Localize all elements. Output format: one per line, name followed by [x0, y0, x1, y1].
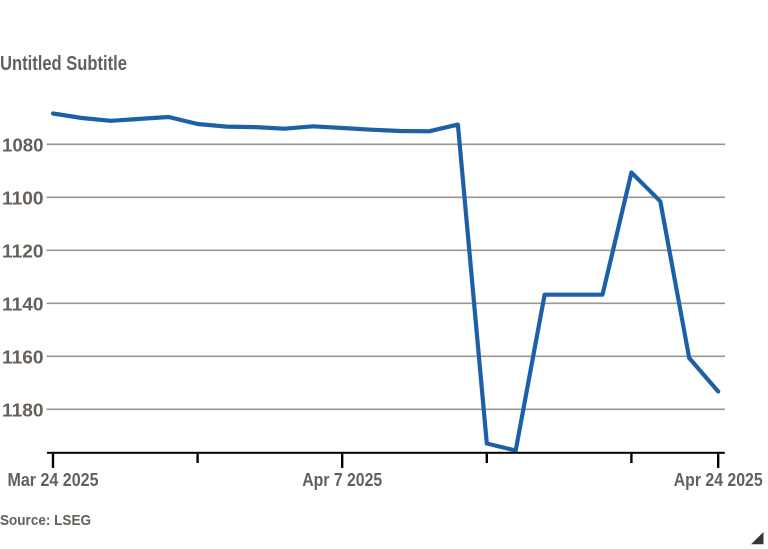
svg-text:Apr 7 2025: Apr 7 2025: [302, 470, 382, 490]
svg-text:Source: LSEG: Source: LSEG: [0, 512, 91, 529]
svg-text:Mar 24 2025: Mar 24 2025: [8, 470, 99, 490]
svg-text:Apr 24 2025: Apr 24 2025: [674, 470, 763, 490]
svg-text:1100: 1100: [2, 189, 44, 209]
svg-text:1080: 1080: [2, 136, 44, 156]
svg-text:1140: 1140: [2, 295, 44, 315]
svg-text:Untitled Subtitle: Untitled Subtitle: [0, 53, 127, 75]
svg-text:1120: 1120: [2, 242, 44, 262]
svg-text:1180: 1180: [2, 401, 44, 421]
svg-text:1160: 1160: [2, 348, 44, 368]
